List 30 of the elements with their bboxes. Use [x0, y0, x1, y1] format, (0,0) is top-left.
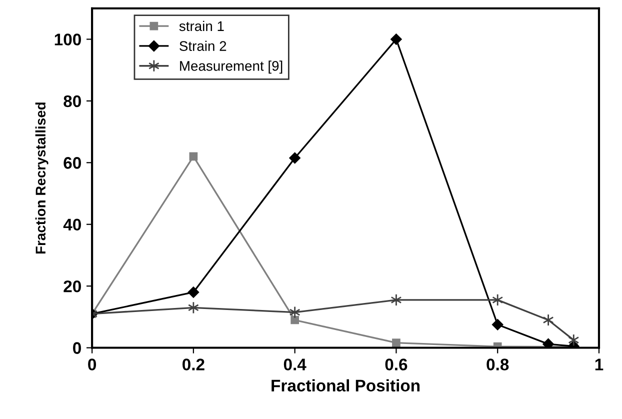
- x-tick-label: 0.6: [385, 358, 408, 370]
- legend-label: strain 1: [179, 20, 224, 32]
- point: [392, 338, 400, 347]
- point: [290, 316, 299, 324]
- point: [390, 294, 402, 306]
- y-tick-label: 80: [64, 95, 81, 108]
- point: [189, 152, 198, 161]
- point: [289, 306, 300, 319]
- x-tick-label: 1: [595, 358, 604, 370]
- y-axis-title: Fraction Recrystallised: [35, 102, 48, 254]
- y-tick-label: 60: [64, 157, 81, 169]
- y-tick-label: 0: [73, 342, 81, 354]
- point: [289, 152, 300, 164]
- point: [492, 294, 504, 306]
- y-tick-label: 20: [64, 280, 81, 292]
- point: [542, 314, 554, 326]
- x-tick-label: 0: [88, 358, 96, 370]
- x-tick-label: 0.4: [284, 358, 306, 370]
- legend-label: Strain 2: [180, 40, 226, 51]
- x-tick-label: 0.8: [486, 358, 509, 370]
- x-tick-label: 0.2: [182, 358, 204, 370]
- point: [188, 301, 199, 314]
- y-tick-label: 100: [54, 34, 81, 46]
- point: [390, 34, 402, 45]
- point: [492, 319, 504, 330]
- x-axis-title: Fractional Position: [272, 379, 420, 392]
- y-tick-label: 40: [63, 218, 81, 231]
- point: [542, 338, 554, 348]
- point: [188, 286, 200, 298]
- legend-label: Measurement [9]: [180, 60, 282, 74]
